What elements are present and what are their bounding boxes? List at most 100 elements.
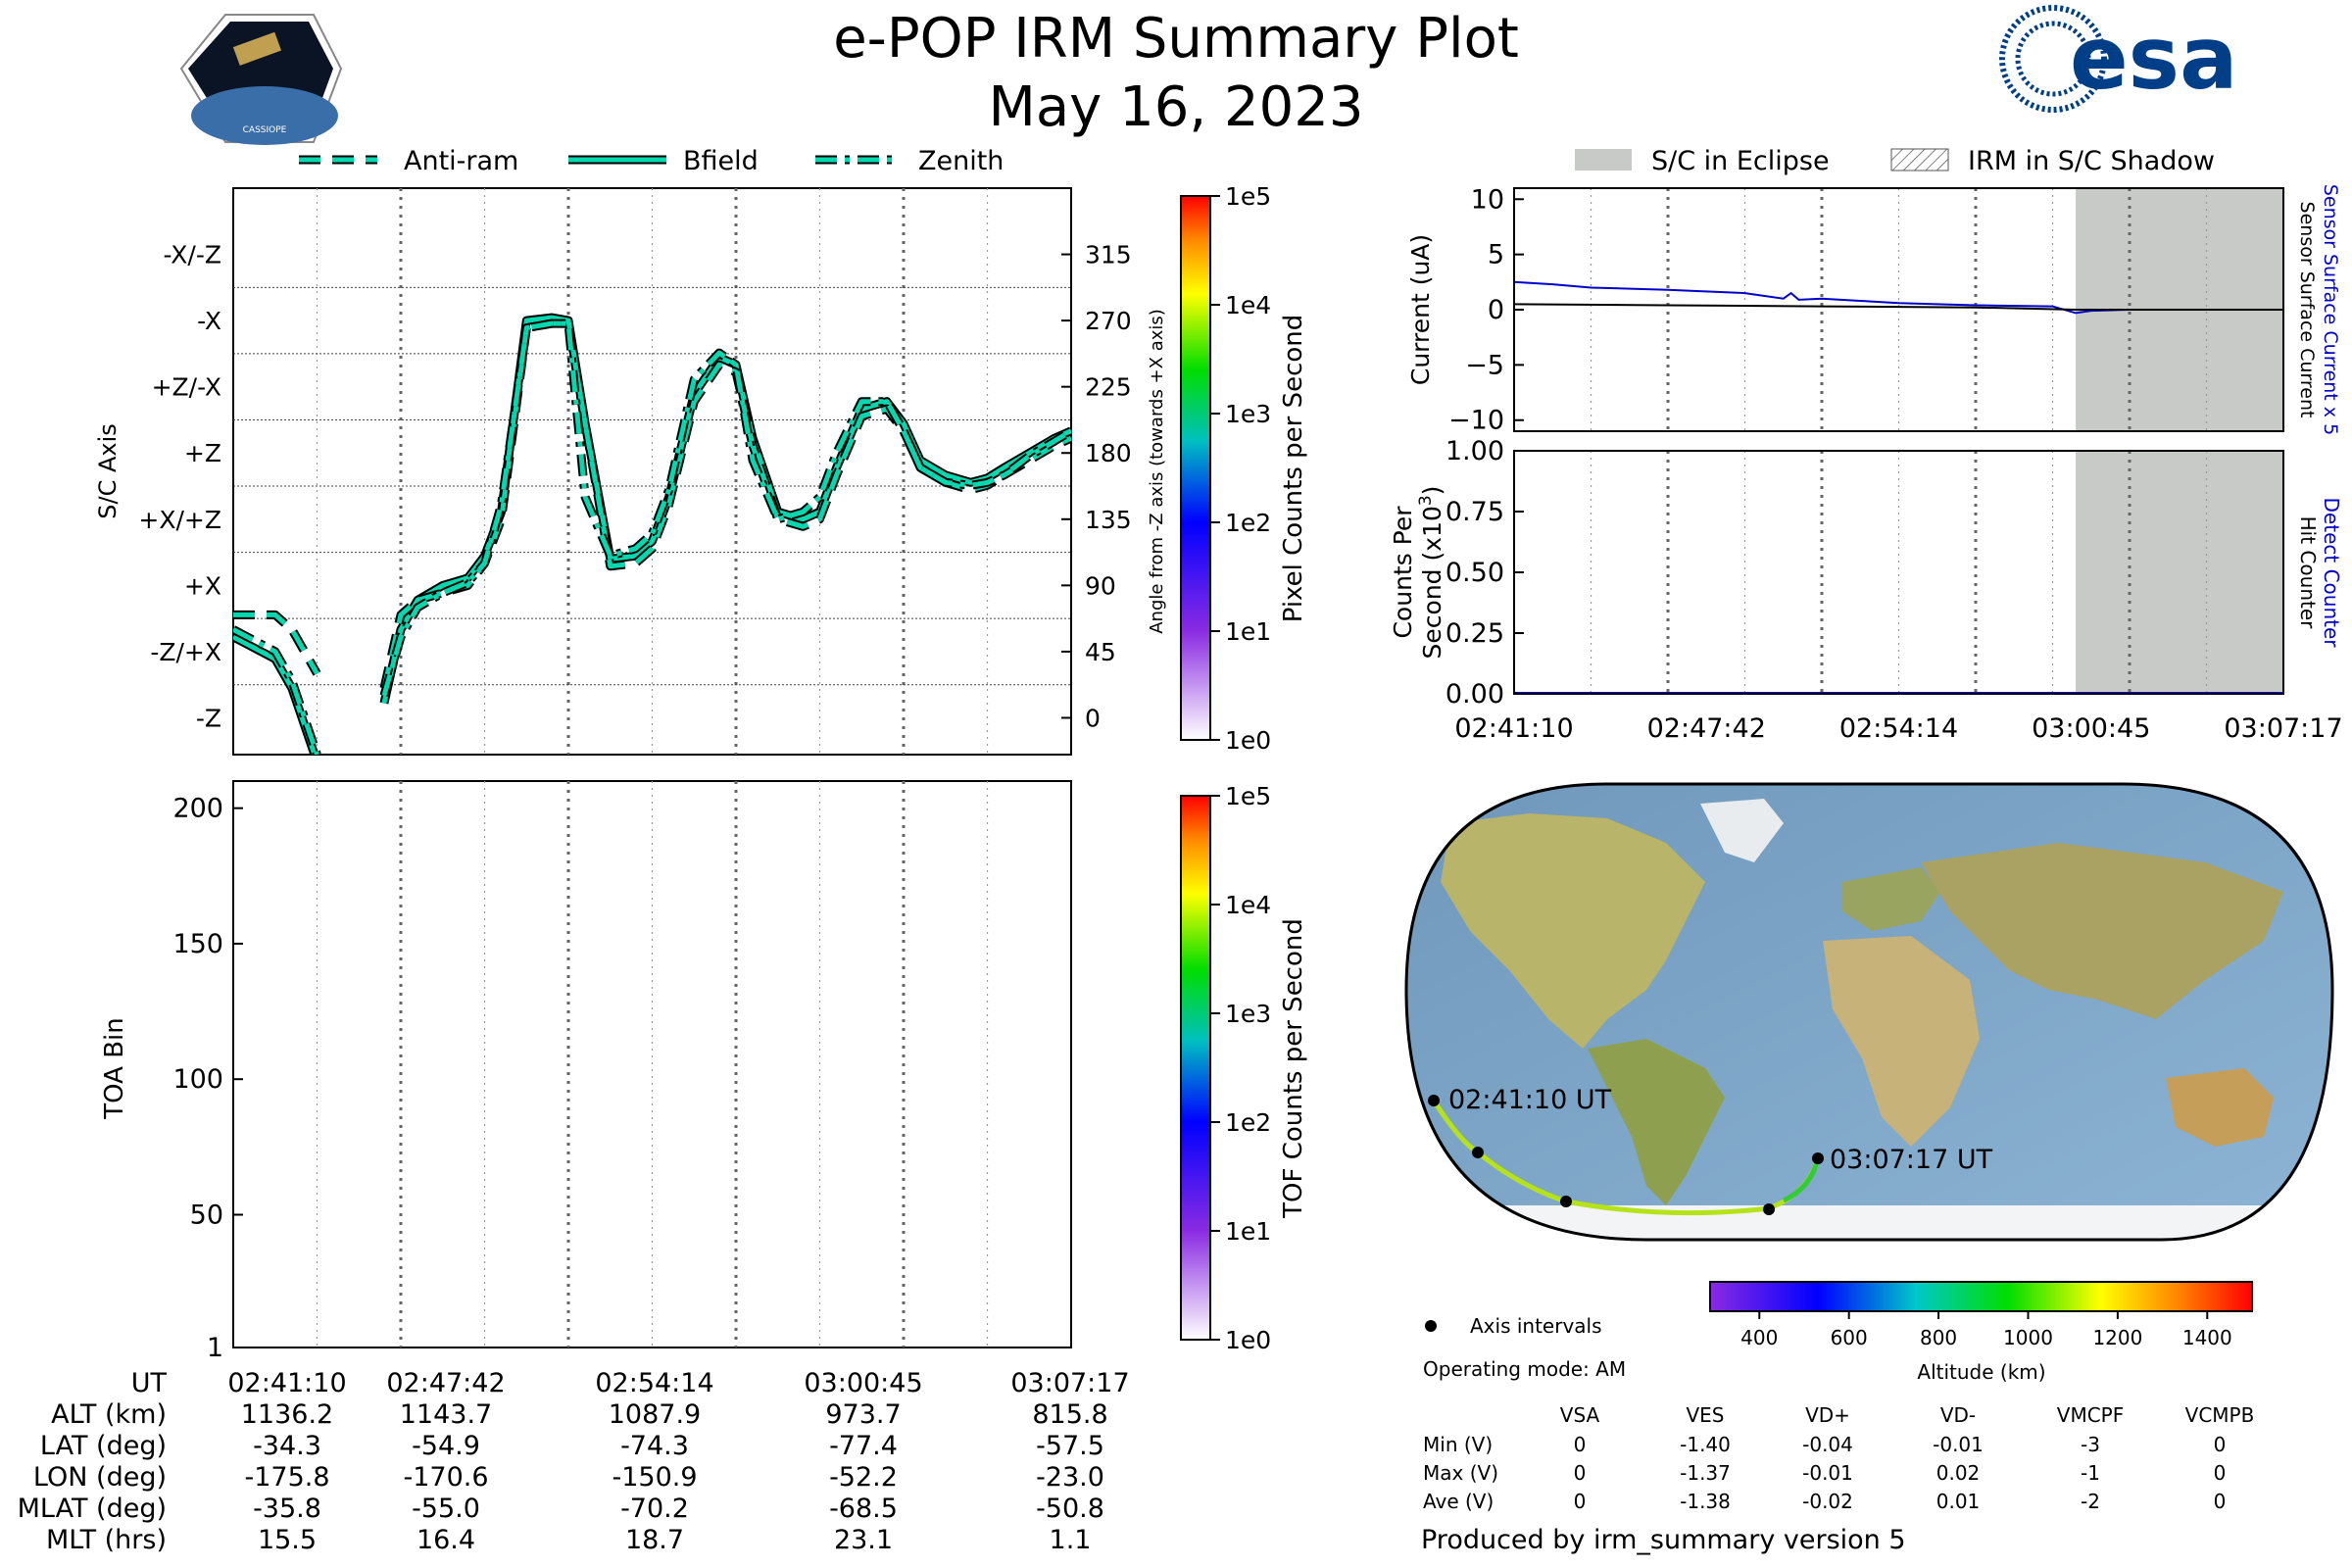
voltage-row-label: Ave (V) [1423, 1490, 1494, 1513]
stats-cell: 1136.2 [241, 1399, 333, 1430]
voltage-column-header: VES [1686, 1403, 1724, 1427]
attitude-axis-tick-label: -Z [196, 704, 221, 732]
colorbar-tick-label: 1e1 [1225, 617, 1271, 646]
attitude-angle-tick-label: 315 [1085, 241, 1132, 270]
altitude-tick-label: 1200 [2092, 1326, 2142, 1349]
counts-eclipse-region [2076, 451, 2283, 694]
voltage-cell: 0 [2214, 1433, 2227, 1456]
legend-bfield: Bfield [683, 146, 759, 176]
current-right-label-blue: Sensor Surface Current x 5 [2320, 184, 2341, 435]
voltage-column-header: VCMPB [2185, 1403, 2255, 1427]
mission-logo-text: CASSIOPE [243, 125, 287, 135]
stats-cell: -170.6 [403, 1462, 488, 1493]
colorbar-tick-label: 1e0 [1225, 726, 1271, 755]
esa-logo-text: esa [2070, 8, 2237, 109]
stats-cell: -70.2 [620, 1494, 689, 1524]
orbit-marker-1 [1428, 1095, 1440, 1106]
current-plot: 10 5 0 −5 −10 Current (uA) Sensor Surface Cu… [1406, 184, 2341, 436]
voltage-column-header: VSA [1560, 1403, 1600, 1427]
stats-cell: -50.8 [1036, 1494, 1104, 1524]
current-ytick-label: −5 [1465, 350, 1504, 380]
current-line-x5 [1514, 280, 2283, 315]
attitude-grid [233, 188, 1071, 755]
current-ytick-label: 10 [1471, 184, 1504, 215]
colorbar-tick-label: 1e5 [1225, 182, 1271, 211]
voltage-row-label: Min (V) [1423, 1433, 1493, 1456]
voltage-cell: 0 [1574, 1433, 1587, 1456]
attitude-left-ticks: -X/-Z -X +Z/-X +Z +X/+Z +X -Z/+X -Z [138, 241, 221, 733]
altitude-tick-label: 1000 [2003, 1326, 2053, 1349]
current-ytick-label: 0 [1488, 295, 1504, 325]
attitude-axis-tick-label: +X [184, 571, 221, 600]
operating-mode: Operating mode: AM [1423, 1357, 1626, 1381]
orbit-marker-4 [1763, 1203, 1775, 1215]
pixel-colorbar: 1e0 1e1 1e2 1e3 1e4 1e5 Pixel Counts per Seco… [1180, 182, 1308, 755]
counts-ytick-label: 0.00 [1446, 679, 1504, 710]
stats-cell: -57.5 [1036, 1431, 1104, 1461]
voltage-column-header: VD- [1940, 1403, 1976, 1427]
stats-cell: 03:07:17 [1010, 1368, 1129, 1398]
attitude-axis-tick-label: +Z/-X [152, 373, 221, 402]
esa-logo: esa [1999, 5, 2237, 113]
attitude-axis-tick-label: +Z [184, 439, 221, 467]
voltage-cell: -1.40 [1680, 1433, 1731, 1456]
colorbar-tick-label: 1e5 [1225, 782, 1271, 810]
stats-cell: -77.4 [829, 1431, 898, 1461]
voltage-cell: -0.04 [1802, 1433, 1853, 1456]
orbit-marker-3 [1560, 1196, 1572, 1207]
counts-xticks: 02:41:10 02:47:42 02:54:14 03:00:45 03:07:17 [1454, 713, 2342, 744]
stats-row-label: MLAT (deg) [18, 1494, 167, 1524]
voltage-cell: 0 [2214, 1461, 2227, 1485]
altitude-tick-label: 800 [1920, 1326, 1957, 1349]
voltage-cell: -1.38 [1680, 1490, 1731, 1513]
colorbar-tick-label: 1e4 [1225, 891, 1271, 919]
stats-cell: 02:47:42 [386, 1368, 505, 1398]
voltage-cell: -1.37 [1680, 1461, 1731, 1485]
voltage-column-header: VD+ [1805, 1403, 1850, 1427]
voltage-cell: 0 [1574, 1490, 1587, 1513]
stats-cell: 15.5 [258, 1525, 317, 1555]
orbit-end-label: 03:07:17 UT [1830, 1145, 1993, 1175]
attitude-angle-tick-label: 135 [1085, 506, 1132, 534]
stats-cell: -23.0 [1036, 1462, 1104, 1493]
stats-row-label: UT [131, 1368, 168, 1398]
stats-cell: 16.4 [416, 1525, 475, 1555]
legend-anti-ram: Anti-ram [404, 146, 518, 176]
colorbar-tick-label: 1e0 [1225, 1326, 1271, 1354]
counts-yticks: 1.00 0.75 0.50 0.25 0.00 [1446, 436, 1524, 710]
orbit-marker-5 [1812, 1152, 1824, 1164]
stats-row-label: ALT (km) [51, 1399, 167, 1430]
counts-plot: 1.000.750.500.250.00 02:41:10 02:47:42 02:… [1389, 436, 2343, 744]
tof-colorbar: 1e0 1e1 1e2 1e3 1e4 1e5 TOF Counts per Second [1180, 782, 1308, 1354]
current-right-label-black: Sensor Surface Current [2296, 202, 2318, 418]
stats-cell: -55.0 [412, 1494, 480, 1524]
stats-row-label: MLT (hrs) [46, 1525, 167, 1555]
voltage-cell: -0.01 [1802, 1461, 1853, 1485]
altitude-colorbar-label: Altitude (km) [1917, 1360, 2045, 1384]
stats-cell: 1143.7 [400, 1399, 492, 1430]
colorbar-tick-label: 1e3 [1225, 400, 1271, 428]
colorbar-tick-label: 1e3 [1225, 1000, 1271, 1028]
toa-ytick-label: 200 [172, 794, 223, 824]
pixel-colorbar-ticks: 1e0 1e1 1e2 1e3 1e4 1e5 [1210, 182, 1271, 755]
stats-cell: -150.9 [612, 1462, 697, 1493]
stats-cell: 03:00:45 [804, 1368, 922, 1398]
altitude-colorbar-ticks: 400 600 800 1000 1200 1400 [1740, 1311, 2232, 1349]
attitude-legend: Anti-ram Bfield Zenith [299, 146, 1004, 176]
stats-cell: 18.7 [625, 1525, 684, 1555]
attitude-angle-tick-label: 225 [1085, 373, 1132, 402]
counts-ytick-label: 0.25 [1446, 618, 1504, 649]
attitude-axis-tick-label: -X/-Z [164, 241, 221, 270]
voltage-table: VSA VES VD+ VD- VMCPF VCMPB Min (V) 0 -1.40 -0.04… [1423, 1403, 2254, 1513]
colorbar-tick-label: 1e2 [1225, 1108, 1271, 1137]
stats-cell: -52.2 [829, 1462, 898, 1493]
mission-logo: CASSIOPE [179, 14, 343, 145]
toa-ytick-label: 150 [172, 929, 223, 959]
stats-cell: 23.1 [834, 1525, 893, 1555]
attitude-axis-tick-label: +X/+Z [138, 506, 221, 534]
counts-xtick-label: 03:07:17 [2224, 713, 2342, 744]
attitude-angle-tick-label: 180 [1085, 439, 1132, 467]
current-ylabel: Current (uA) [1406, 234, 1435, 385]
attitude-axis-tick-label: -X [197, 307, 221, 335]
